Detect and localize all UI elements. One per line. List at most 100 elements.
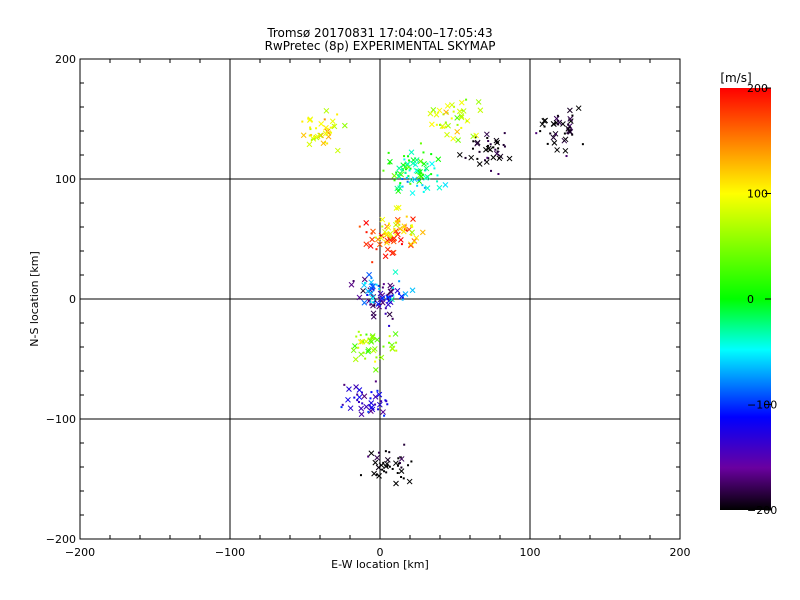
- data-point-dot: [395, 349, 398, 352]
- data-point-dot: [549, 132, 552, 135]
- data-point-dot: [398, 184, 401, 187]
- data-point-x: [346, 386, 352, 392]
- data-point-dot: [407, 175, 410, 178]
- data-point-dot: [399, 456, 402, 459]
- data-point-x: [370, 310, 377, 317]
- data-point-dot: [433, 167, 436, 170]
- data-point-dot: [497, 147, 500, 150]
- data-point-dot: [389, 236, 392, 239]
- data-point-dot: [343, 383, 346, 386]
- data-point-x: [496, 155, 503, 162]
- data-point-x: [444, 131, 450, 138]
- data-point-x: [408, 149, 415, 156]
- colorbar-tick-label: −100: [747, 399, 777, 412]
- data-point-dot: [465, 98, 468, 101]
- data-point-dot: [330, 131, 333, 134]
- data-point-x: [372, 393, 379, 400]
- data-point-dot: [441, 126, 444, 129]
- data-point-x: [320, 140, 327, 147]
- data-point-x: [375, 301, 382, 307]
- data-point-x: [395, 204, 402, 211]
- data-point-x: [396, 165, 402, 172]
- data-point-dot: [336, 113, 339, 116]
- data-point-dot: [377, 408, 380, 411]
- data-point-x: [550, 134, 557, 141]
- data-point-dot: [478, 150, 481, 153]
- data-point-dot: [378, 287, 381, 290]
- data-point-x: [347, 405, 354, 412]
- data-point-x: [374, 336, 381, 343]
- data-point-x: [395, 188, 402, 194]
- data-point-x: [352, 343, 358, 349]
- data-point-x: [408, 177, 415, 184]
- data-point-dot: [326, 142, 329, 145]
- data-point-dot: [419, 142, 422, 145]
- data-point-dot: [359, 334, 362, 337]
- data-point-x: [429, 121, 435, 128]
- data-point-dot: [326, 127, 329, 130]
- y-tick-label: 0: [69, 293, 76, 306]
- data-point-dot: [399, 462, 402, 465]
- data-point-x: [365, 346, 372, 353]
- data-point-dot: [396, 464, 399, 467]
- data-point-dot: [375, 356, 378, 359]
- data-point-dot: [439, 123, 442, 126]
- data-point-x: [400, 162, 407, 169]
- data-point-x: [454, 128, 461, 135]
- data-point-dot: [374, 236, 377, 239]
- data-point-dot: [465, 120, 468, 123]
- data-point-x: [427, 110, 434, 117]
- data-point-dot: [352, 280, 355, 283]
- data-point-x: [368, 404, 375, 411]
- data-point-x: [398, 468, 405, 474]
- data-point-dot: [315, 127, 318, 130]
- data-point-dot: [494, 148, 497, 151]
- data-point-dot: [556, 114, 559, 117]
- data-point-x: [329, 118, 336, 125]
- data-point-dot: [376, 473, 379, 476]
- data-point-x: [384, 246, 391, 253]
- data-point-dot: [385, 400, 388, 403]
- data-point-dot: [308, 134, 311, 137]
- data-point-x: [361, 393, 368, 400]
- data-point-dot: [386, 293, 389, 296]
- data-point-x: [356, 394, 363, 401]
- data-point-x: [458, 99, 465, 106]
- data-point-x: [378, 235, 385, 241]
- data-point-x: [450, 135, 457, 142]
- data-point-dot: [461, 109, 464, 112]
- data-point-x: [363, 338, 370, 345]
- data-point-x: [575, 105, 582, 112]
- axis-ticks: −200−200 −100 −100 0 0 100 100 200 200: [46, 53, 691, 559]
- data-point-x: [454, 115, 461, 121]
- data-point-dot: [376, 389, 379, 392]
- data-point-dot: [397, 457, 400, 460]
- data-point-x: [477, 107, 484, 114]
- data-point-dot: [388, 451, 391, 454]
- data-point-dot: [409, 167, 412, 170]
- data-point-dot: [398, 219, 401, 222]
- data-point-x: [369, 333, 376, 339]
- data-point-dot: [398, 223, 401, 226]
- data-point-x: [424, 185, 431, 191]
- data-point-x: [389, 345, 396, 352]
- data-point-dot: [369, 301, 372, 304]
- data-point-dot: [426, 162, 429, 165]
- data-point-dot: [405, 215, 408, 218]
- data-point-dot: [407, 165, 410, 168]
- data-point-dot: [489, 143, 492, 146]
- data-point-x: [363, 220, 370, 226]
- data-point-x: [412, 161, 419, 168]
- data-point-dot: [401, 167, 404, 170]
- data-point-x: [485, 145, 492, 152]
- data-point-dot: [373, 304, 376, 307]
- data-point-x: [394, 231, 401, 238]
- data-point-dot: [353, 396, 356, 399]
- data-point-x: [567, 107, 573, 114]
- data-point-x: [419, 229, 426, 236]
- data-point-x: [494, 139, 501, 146]
- data-point-dot: [372, 301, 375, 304]
- data-point-dot: [411, 225, 414, 228]
- data-point-dot: [496, 150, 499, 153]
- data-point-x: [356, 294, 363, 301]
